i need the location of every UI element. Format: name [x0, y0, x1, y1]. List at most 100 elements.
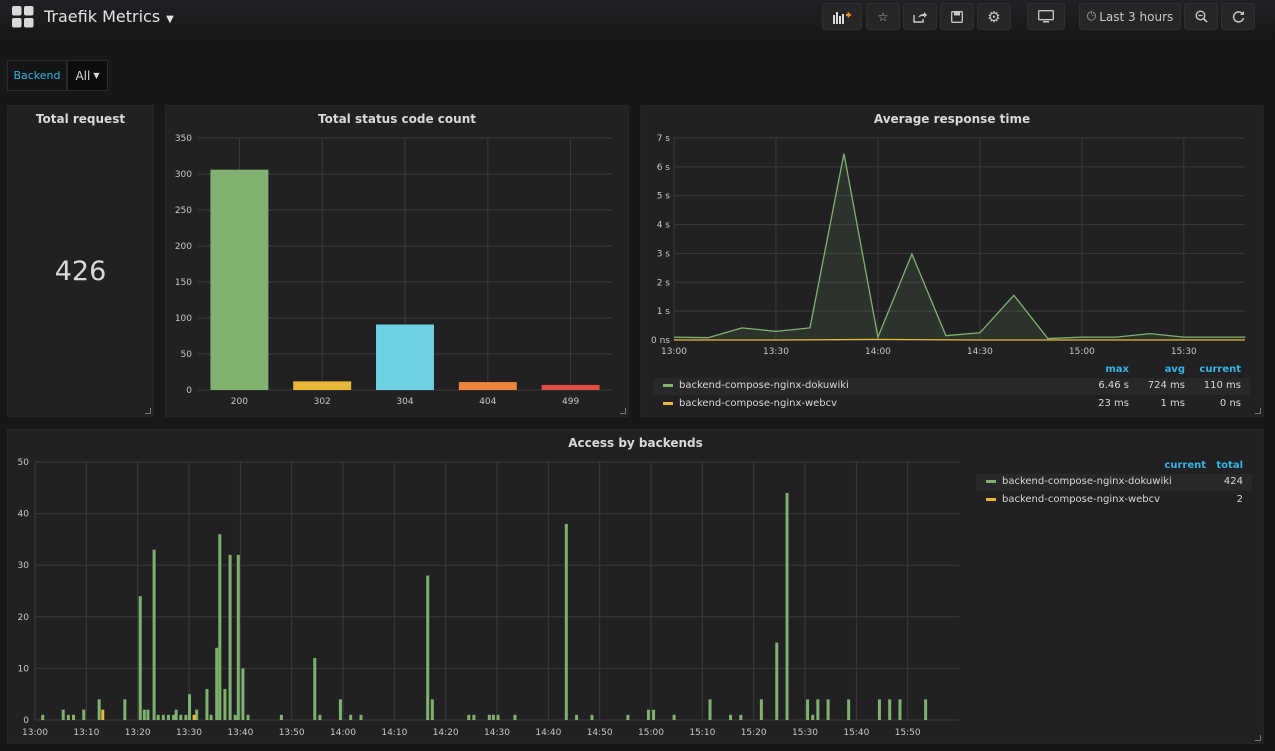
bar-mark [209, 714, 213, 720]
y-tick-label: 0 [186, 386, 192, 396]
x-tick-label: 13:00 [22, 728, 48, 738]
legend-header-current[interactable]: current [1164, 460, 1206, 471]
bar-mark [241, 668, 245, 720]
bar-mark [847, 699, 851, 720]
refresh-icon [1232, 11, 1244, 23]
star-button[interactable]: ☆ [866, 3, 900, 30]
bar-mark [811, 714, 815, 720]
bar-mark [430, 699, 434, 720]
panel-title[interactable]: Total status code count [318, 112, 476, 126]
legend-item[interactable]: backend-compose-nginx-dokuwiki [986, 476, 1172, 487]
panel-title[interactable]: Average response time [873, 112, 1031, 126]
legend-item[interactable]: backend-compose-nginx-dokuwiki [663, 380, 849, 391]
x-tick-label: 14:30 [967, 347, 993, 356]
legend-item[interactable]: backend-compose-nginx-webcv [663, 398, 837, 409]
bar-mark [349, 714, 353, 720]
y-tick-label: 150 [175, 278, 192, 288]
bar-mark [228, 554, 232, 720]
refresh-button[interactable] [1221, 3, 1255, 30]
bar-404 [458, 382, 517, 390]
bar-304 [376, 324, 434, 390]
bar-mark [426, 575, 430, 720]
x-tick-label: 14:40 [535, 728, 561, 738]
grid-logo-icon[interactable] [12, 6, 34, 28]
bar-mark [898, 699, 902, 720]
settings-button[interactable]: ⚙ [977, 3, 1011, 30]
bar-mark [775, 642, 779, 720]
zoom-out-icon [1194, 10, 1208, 23]
panel-title[interactable]: Total request [35, 112, 126, 126]
bar-mark [138, 596, 142, 720]
legend-header-avg[interactable]: avg [1164, 364, 1185, 375]
dashboard-title[interactable]: Traefik Metrics ▼ [44, 7, 174, 26]
x-tick-label: 13:00 [661, 347, 687, 356]
gear-icon: ⚙ [987, 7, 1001, 26]
bar-mark [72, 714, 75, 720]
y-tick-label: 300 [175, 170, 192, 180]
legend-header-max[interactable]: max [1105, 364, 1129, 375]
bar-499 [541, 384, 600, 390]
y-tick-label: 200 [175, 242, 192, 252]
view-mode-button[interactable] [1027, 3, 1065, 30]
series-line-1 [674, 338, 1245, 341]
zoom-out-button[interactable] [1184, 3, 1218, 30]
variable-select-backend[interactable]: All ▼ [67, 60, 108, 91]
add-panel-button[interactable] [822, 3, 862, 30]
bar-mark [218, 534, 222, 720]
x-tick-label: 14:00 [330, 728, 356, 738]
bar-mark [179, 714, 183, 720]
bar-mark [233, 714, 237, 720]
y-tick-label: 6 s [657, 163, 671, 173]
series-swatch-icon [663, 383, 673, 387]
legend-name: backend-compose-nginx-webcv [679, 398, 838, 409]
panel-title[interactable]: Access by backends [568, 436, 703, 450]
caret-down-icon: ▼ [93, 71, 100, 80]
share-button[interactable] [903, 3, 937, 30]
time-range-picker[interactable]: 🕒︎ Last 3 hours [1079, 3, 1181, 30]
series-swatch-icon [663, 401, 673, 405]
bar-mark [66, 714, 70, 720]
resize-handle-icon[interactable] [620, 408, 626, 414]
clock-icon: 🕒︎ [1086, 9, 1097, 23]
legend-header-current[interactable]: current [1199, 364, 1241, 375]
bar-mark [877, 699, 881, 720]
stat-value: 426 [54, 256, 107, 287]
legend-header-total[interactable]: total [1216, 460, 1243, 471]
resize-handle-icon[interactable] [1255, 735, 1261, 741]
series-swatch-icon [986, 479, 996, 483]
bar-mark [97, 699, 101, 720]
x-tick-label: 15:00 [638, 728, 664, 738]
save-button[interactable] [940, 3, 974, 30]
bar-mark [188, 694, 192, 720]
x-tick-label: 13:40 [227, 728, 253, 738]
panel-status-code-count: Total status code count 0 50 100 150 200 250 3… [165, 105, 629, 417]
bar-mark [161, 714, 165, 720]
x-tick-label: 13:50 [279, 728, 305, 738]
bar-mark [564, 523, 568, 720]
x-tick-label: 302 [314, 397, 331, 407]
bar-mark [223, 689, 227, 720]
response-time-graph: 0 ns 1 s 2 s 3 s 4 s 5 s 6 s 7 s 13:00 13:30 14:00… [651, 134, 1246, 356]
bar-mark [195, 709, 199, 720]
legend-value: 0 ns [1219, 398, 1241, 409]
x-tick-label: 15:30 [792, 728, 818, 738]
x-tick-label: 14:50 [587, 728, 613, 738]
y-tick-label: 20 [18, 613, 30, 623]
legend-value: 6.46 s [1098, 380, 1129, 391]
resize-handle-icon[interactable] [1255, 408, 1261, 414]
legend-name: backend-compose-nginx-webcv [1002, 494, 1161, 505]
bar-mark [472, 714, 476, 720]
bar-mark [626, 714, 630, 720]
caret-down-icon: ▼ [166, 14, 174, 25]
y-tick-label: 40 [18, 510, 30, 520]
legend-name: backend-compose-nginx-dokuwiki [679, 380, 849, 391]
x-tick-label: 13:30 [763, 347, 789, 356]
x-tick-label: 14:20 [433, 728, 459, 738]
bar-mark [215, 647, 219, 720]
resize-handle-icon[interactable] [145, 408, 151, 414]
bar-mark [496, 714, 500, 720]
legend-item[interactable]: backend-compose-nginx-webcv [986, 494, 1160, 505]
x-tick-label: 15:10 [689, 728, 715, 738]
x-tick-label: 15:40 [843, 728, 869, 738]
panel-average-response-time: Average response time 0 ns 1 s 2 s 3 s 4 s 5 … [640, 105, 1264, 417]
